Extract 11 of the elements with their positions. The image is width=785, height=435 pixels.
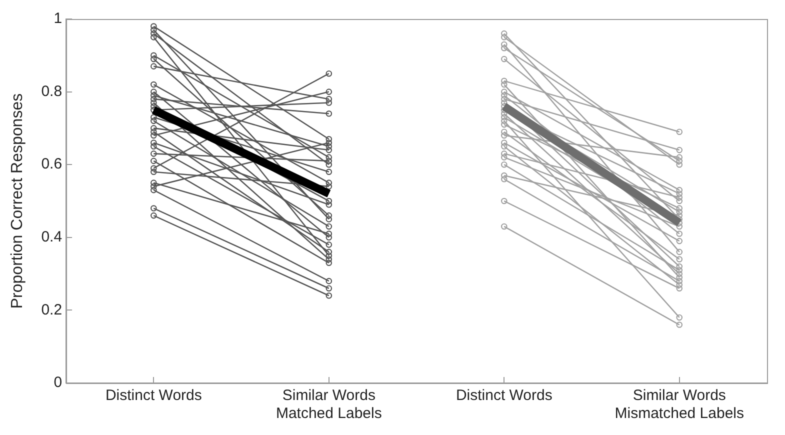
y-tick-label: 1 xyxy=(54,10,62,28)
y-tick-label: 0.6 xyxy=(41,156,62,173)
y-axis-title: Proportion Correct Responses xyxy=(9,93,26,309)
y-tick-label: 0.2 xyxy=(41,301,62,318)
x-tick-label: Distinct Words xyxy=(456,387,552,404)
y-tick-label: 0.4 xyxy=(41,228,62,246)
x-tick-label: Similar Words Matched Labels xyxy=(276,387,382,422)
x-tick-label: Distinct Words xyxy=(105,387,202,404)
y-tick-label: 0.8 xyxy=(41,82,62,100)
y-tick-label: 0 xyxy=(54,374,62,392)
x-tick-label: Similar Words Mismatched Labels xyxy=(614,387,744,422)
